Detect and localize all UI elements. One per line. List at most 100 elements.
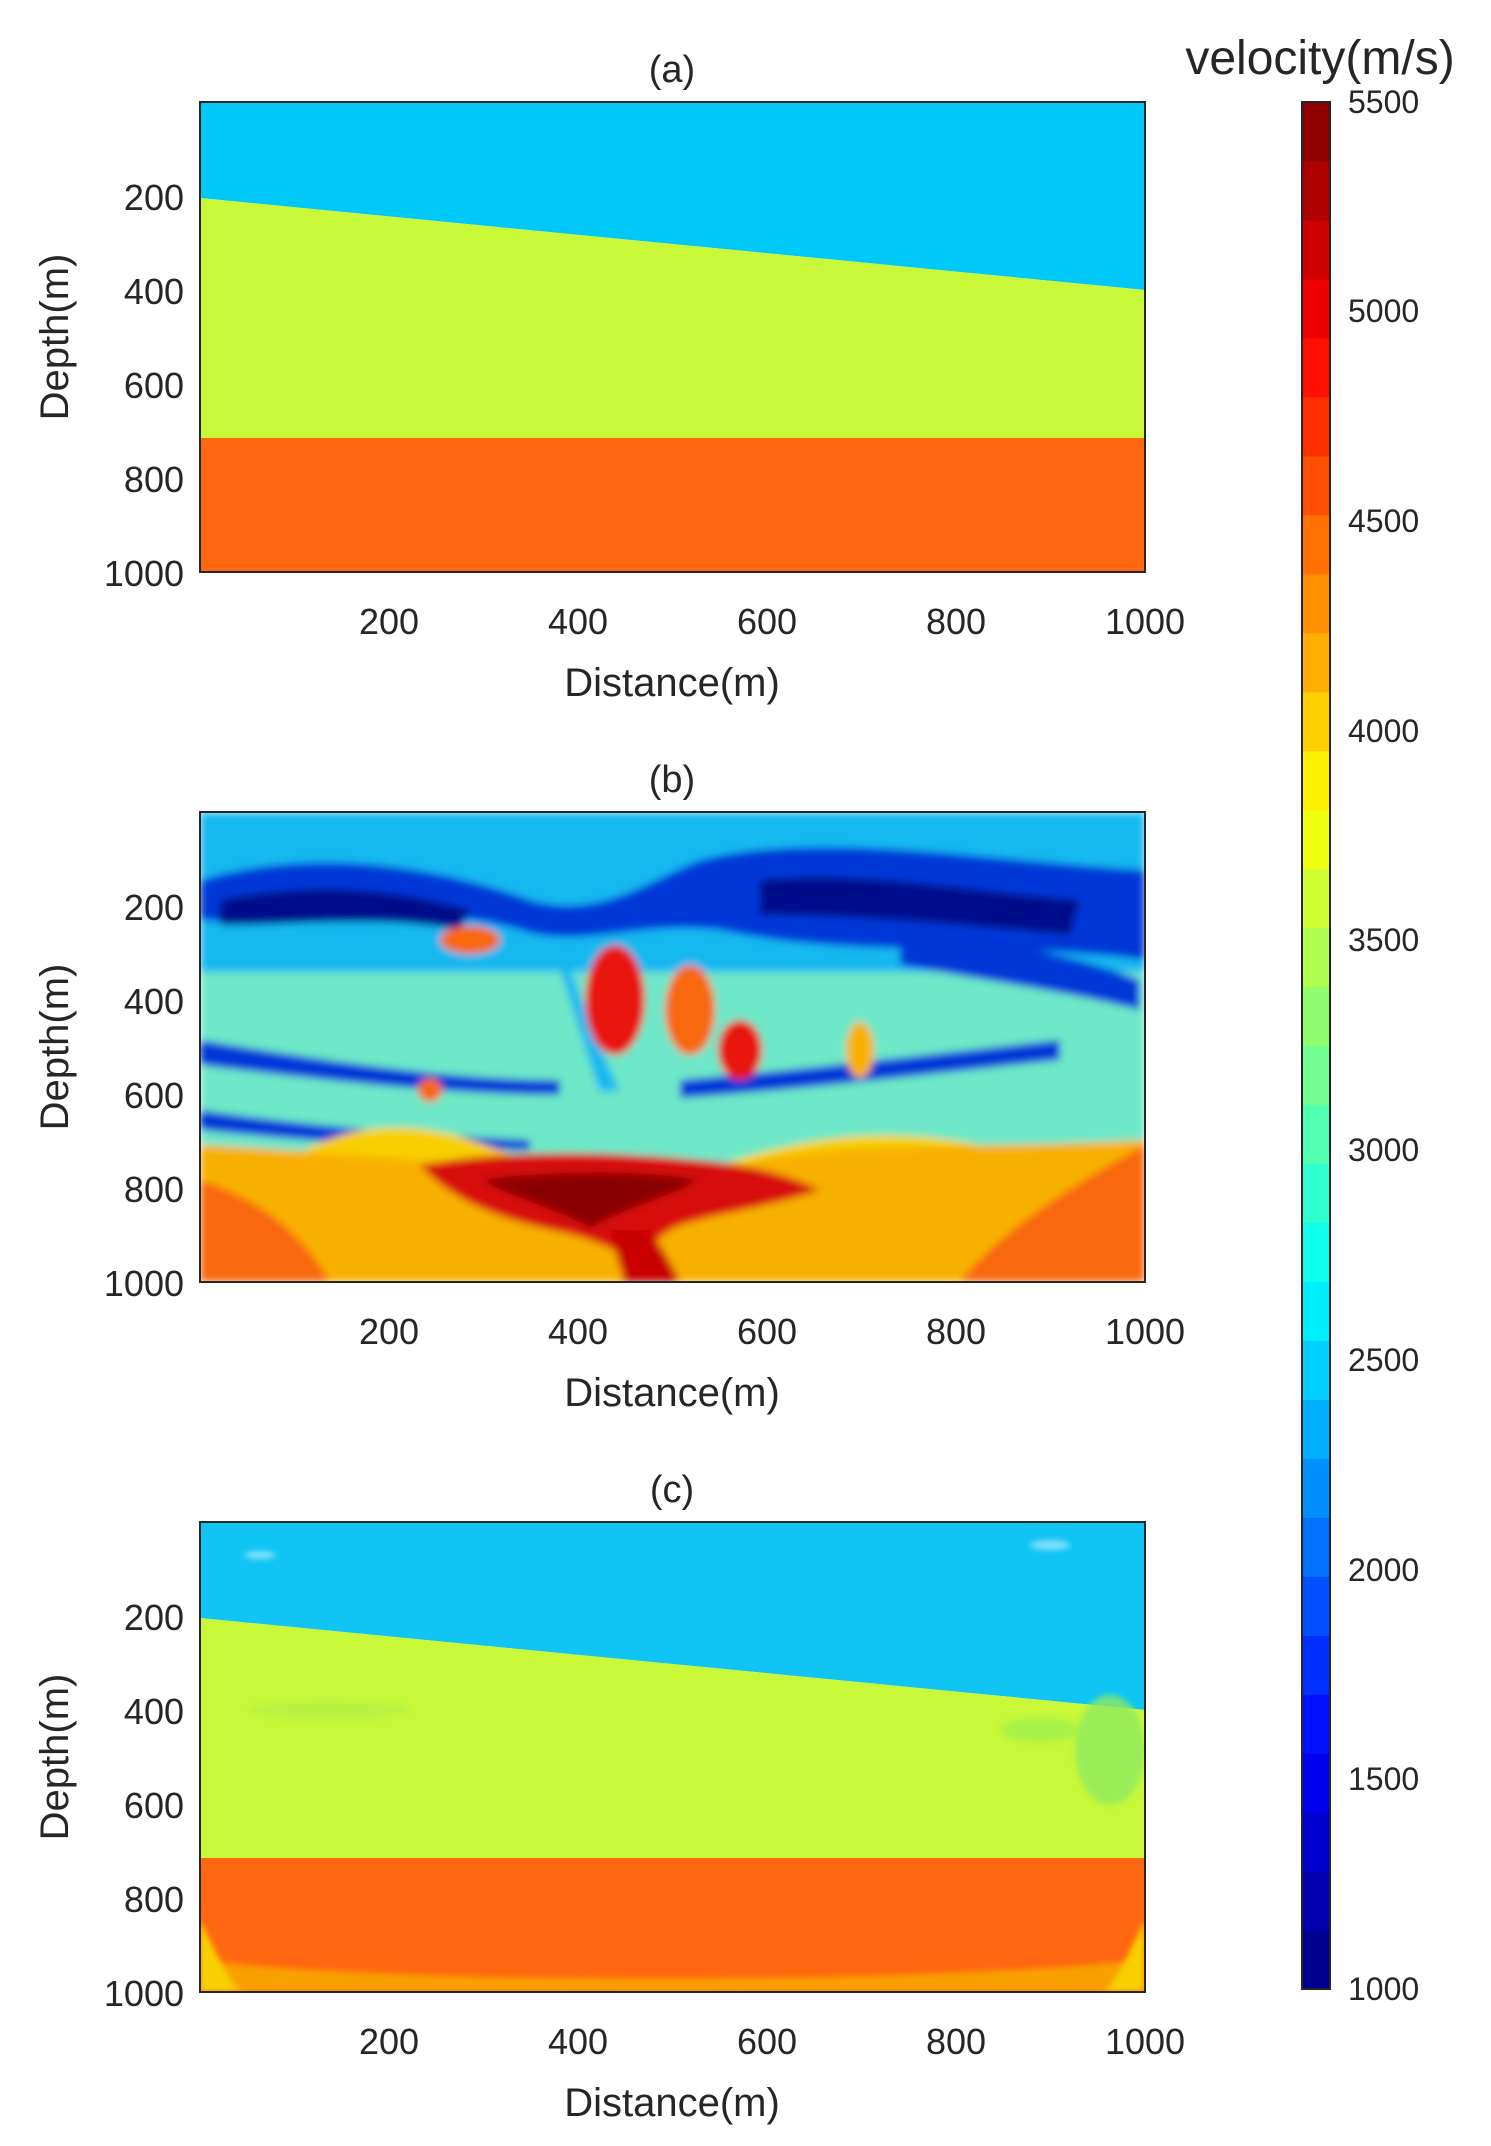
panel-a-ylabel: Depth(m) [33,254,77,421]
colorbar-swatch [1302,1753,1330,1813]
colorbar-swatch [1302,986,1330,1047]
panel-c-plot [200,1522,1145,1992]
colorbar-tick-3500: 3500 [1348,922,1419,958]
panel-b-xtick-800: 800 [926,1311,986,1352]
panel-b-ylabel: Depth(m) [33,964,77,1131]
panel-a-xlabel: Distance(m) [564,661,780,705]
colorbar-swatch [1302,1458,1330,1518]
colorbar-swatch [1302,1163,1330,1224]
colorbar-swatches [1302,102,1330,1990]
panel-c-ytick-800: 800 [124,1879,184,1920]
panel-a-xtick-800: 800 [926,601,986,642]
panel-b-xtick-400: 400 [548,1311,608,1352]
colorbar-tick-5000: 5000 [1348,293,1419,329]
panel-c-xlabel: Distance(m) [564,2081,780,2125]
panel-c-ytick-600: 600 [124,1785,184,1826]
panel-c-ytick-1000: 1000 [104,1973,184,2014]
panel-b-ytick-400: 400 [124,981,184,1022]
panel-a-layer-2 [200,198,1145,438]
panel-c-layer-2 [200,1618,1145,1858]
panel-b-yticks: 200 400 600 800 1000 [104,887,184,1304]
panel-a-ytick-400: 400 [124,271,184,312]
panel-c-xticks: 200 400 600 800 1000 [359,2021,1185,2062]
colorbar-tick-4000: 4000 [1348,713,1419,749]
colorbar: velocity(m/s) 1000 1500 2000 2500 3000 3… [1185,32,1454,2007]
colorbar-swatch [1302,1694,1330,1754]
panel-b-ytick-1000: 1000 [104,1263,184,1304]
colorbar-tick-1500: 1500 [1348,1761,1419,1797]
panel-a-layer-1 [200,102,1145,290]
colorbar-tick-4500: 4500 [1348,503,1419,539]
panel-b-xtick-200: 200 [359,1311,419,1352]
panel-a-plot [200,102,1145,572]
colorbar-swatch [1302,1045,1330,1106]
colorbar-swatch [1302,1222,1330,1282]
panel-a-ytick-600: 600 [124,365,184,406]
panel-a-xticks: 200 400 600 800 1000 [359,601,1185,642]
colorbar-swatch [1302,809,1330,870]
colorbar-tick-5500: 5500 [1348,84,1419,120]
panel-b-ytick-600: 600 [124,1075,184,1116]
colorbar-swatch [1302,396,1330,457]
colorbar-swatch [1302,160,1330,221]
colorbar-swatch [1302,927,1330,988]
colorbar-tick-2500: 2500 [1348,1342,1419,1378]
colorbar-swatch [1302,219,1330,280]
colorbar-tick-1000: 1000 [1348,1971,1419,2007]
panel-c-title: (c) [650,1469,694,1511]
panel-c-yticks: 200 400 600 800 1000 [104,1597,184,2014]
panel-a-frame [199,101,1146,573]
colorbar-swatch [1302,1871,1330,1931]
colorbar-frame [1301,101,1331,1990]
panel-a-ytick-1000: 1000 [104,553,184,594]
colorbar-swatch [1302,102,1330,162]
colorbar-swatch [1302,1517,1330,1577]
colorbar-swatch [1302,1930,1330,1990]
panel-a-xtick-1000: 1000 [1105,601,1185,642]
colorbar-swatch [1302,1576,1330,1636]
colorbar-swatch [1302,868,1330,929]
panel-a: (a) 200 400 600 800 1000 200 400 600 800… [33,49,1185,705]
colorbar-tick-2000: 2000 [1348,1552,1419,1588]
colorbar-swatch [1302,514,1330,575]
colorbar-swatch [1302,573,1330,634]
panel-a-xtick-600: 600 [737,601,797,642]
panel-c-ytick-400: 400 [124,1691,184,1732]
colorbar-swatch [1302,1635,1330,1695]
panel-c-frame [199,1521,1146,1993]
panel-c: (c) 200 400 600 800 1000 20 [33,1469,1185,2125]
panel-b-xlabel: Distance(m) [564,1371,780,1415]
colorbar-swatch [1302,1104,1330,1165]
panel-a-yticks: 200 400 600 800 1000 [104,177,184,594]
colorbar-tick-3000: 3000 [1348,1132,1419,1168]
panel-c-xtick-1000: 1000 [1105,2021,1185,2062]
panel-b-title: (b) [649,759,695,801]
panel-c-layer-1 [200,1522,1145,1710]
panel-b-xticks: 200 400 600 800 1000 [359,1311,1185,1352]
panel-a-layer-3 [200,438,1145,572]
colorbar-swatch [1302,750,1330,811]
panel-a-ytick-200: 200 [124,177,184,218]
panel-c-layer-3 [200,1858,1145,1992]
panel-c-xtick-800: 800 [926,2021,986,2062]
panel-a-xtick-200: 200 [359,601,419,642]
colorbar-swatch [1302,1812,1330,1872]
panel-b-ytick-800: 800 [124,1169,184,1210]
panel-c-artifacts [200,1540,1145,1992]
panel-b-xtick-600: 600 [737,1311,797,1352]
panel-c-xtick-600: 600 [737,2021,797,2062]
colorbar-swatch [1302,278,1330,339]
colorbar-swatch [1302,1281,1330,1341]
panel-b-frame [199,811,1146,1283]
panel-b: (b) [33,759,1185,1415]
panel-c-ylabel: Depth(m) [33,1674,77,1841]
colorbar-swatch [1302,691,1330,752]
panel-b-plot [200,812,1145,1282]
colorbar-swatch [1302,337,1330,398]
colorbar-title: velocity(m/s) [1185,32,1454,85]
panel-c-xtick-400: 400 [548,2021,608,2062]
colorbar-swatch [1302,455,1330,516]
panel-b-ytick-200: 200 [124,887,184,928]
colorbar-swatch [1302,1399,1330,1459]
